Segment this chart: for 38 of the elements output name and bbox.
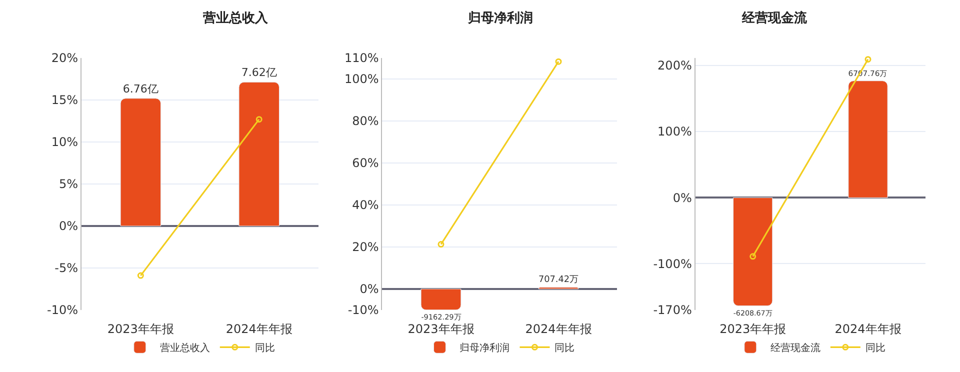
chart-title: 经营现金流 — [741, 10, 808, 26]
y-tick-label: 0% — [672, 190, 692, 205]
y-tick-label: -170% — [653, 303, 692, 318]
y-tick-label: 20% — [51, 51, 78, 66]
legend-label: 同比 — [865, 342, 886, 354]
data-label: 7.62亿 — [241, 66, 277, 80]
y-tick-label: 40% — [352, 198, 379, 212]
y-tick-label: 80% — [352, 114, 379, 128]
y-tick-label: 100% — [344, 72, 379, 86]
y-tick-label: 110% — [344, 51, 379, 66]
y-tick-label: -10% — [348, 303, 379, 318]
y-tick-label: 100% — [658, 124, 692, 139]
x-tick-label: 2024年年报 — [525, 322, 592, 336]
y-tick-label: 200% — [658, 58, 692, 72]
y-tick-label: 0% — [58, 219, 78, 234]
y-tick-label: 15% — [51, 93, 78, 108]
y-tick-label: 10% — [51, 135, 78, 150]
y-tick-label: 20% — [352, 240, 379, 254]
y-tick-label: 60% — [352, 156, 379, 170]
x-tick-label: 2024年年报 — [226, 322, 292, 336]
y-tick-label: -10% — [47, 303, 78, 318]
data-label: 6.76亿 — [122, 82, 158, 96]
y-tick-label: -100% — [653, 256, 692, 271]
legend-label: 营业总收入 — [160, 342, 210, 354]
legend-label: 经营现金流 — [770, 342, 820, 354]
chart-title: 营业总收入 — [202, 10, 269, 26]
y-tick-label: 0% — [360, 282, 379, 296]
x-tick-label: 2024年年报 — [834, 322, 902, 336]
legend-label: 同比 — [254, 342, 275, 354]
x-tick-label: 2023年年报 — [107, 322, 174, 336]
data-label: 707.42万 — [538, 274, 579, 285]
x-tick-label: 2023年年报 — [408, 322, 474, 336]
x-tick-label: 2023年年报 — [720, 322, 786, 336]
legend-label: 同比 — [554, 342, 575, 354]
legend-label: 归母净利润 — [460, 342, 510, 354]
y-tick-label: 5% — [58, 177, 78, 192]
chart-title: 归母净利润 — [467, 10, 533, 26]
y-tick-label: -5% — [54, 261, 78, 276]
